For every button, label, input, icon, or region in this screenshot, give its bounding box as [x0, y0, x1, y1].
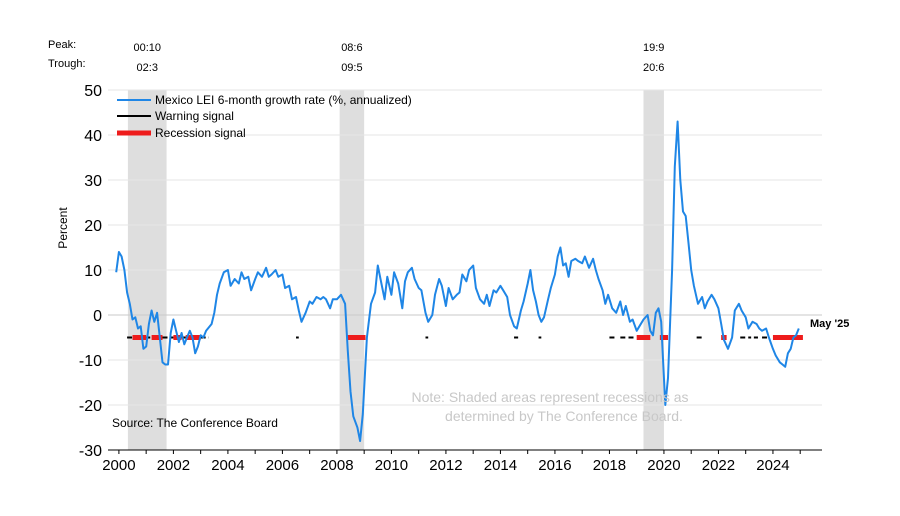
series-lines [115, 120, 800, 442]
y-tick-label: 0 [93, 308, 102, 325]
y-tick-label: 40 [84, 128, 102, 145]
x-axis-ticks: 2000 2002 2004 2006 2008 2010 2012 2014 2016 2018… [102, 449, 822, 474]
peak-row-label: Peak: [48, 39, 76, 51]
x-tick-label: 2004 [211, 457, 244, 474]
y-tick-label: -20 [79, 398, 102, 415]
x-tick-label: 2014 [484, 457, 517, 474]
y-tick-label: 30 [84, 173, 102, 190]
end-date-label: May '25 [810, 318, 849, 330]
x-tick-label: 2020 [647, 457, 680, 474]
trough-row-label: Trough: [48, 58, 86, 70]
peak-date: 08:6 [341, 42, 362, 54]
trough-date: 09:5 [341, 62, 362, 74]
legend-recession-label: Recession signal [155, 126, 246, 140]
x-tick-label: 2016 [538, 457, 571, 474]
y-tick-label: 20 [84, 218, 102, 235]
y-tick-label: -10 [79, 353, 102, 370]
note-line-1: Note: Shaded areas represent recessions … [411, 389, 688, 405]
legend: Mexico LEI 6-month growth rate (%, annua… [117, 93, 412, 140]
note-line-2: determined by The Conference Board. [445, 408, 683, 424]
x-tick-label: 2018 [593, 457, 626, 474]
y-axis-ticks: 50 40 30 20 10 0 -10 -20 -30 [79, 83, 102, 460]
x-tick-label: 2002 [157, 457, 190, 474]
y-tick-label: -30 [79, 443, 102, 460]
x-tick-label: 2024 [756, 457, 789, 474]
x-tick-label: 2022 [702, 457, 735, 474]
x-tick-label: 2006 [266, 457, 299, 474]
x-tick-label: 2008 [320, 457, 353, 474]
legend-series-label: Mexico LEI 6-month growth rate (%, annua… [155, 93, 412, 107]
y-tick-label: 10 [84, 263, 102, 280]
x-tick-label: 2000 [102, 457, 135, 474]
x-tick-label: 2012 [429, 457, 462, 474]
x-tick-label: 2010 [375, 457, 408, 474]
y-tick-label: 50 [84, 83, 102, 100]
peak-date: 00:10 [133, 42, 161, 54]
trough-date: 20:6 [643, 62, 664, 74]
legend-warning-label: Warning signal [155, 109, 234, 123]
peak-trough-labels: 00:10 02:3 08:6 09:5 19:9 20:6 [133, 42, 664, 74]
series-line [115, 120, 800, 442]
trough-date: 02:3 [137, 62, 158, 74]
source-note: Source: The Conference Board [112, 416, 278, 430]
peak-date: 19:9 [643, 42, 664, 54]
y-axis-label: Percent [56, 207, 70, 249]
